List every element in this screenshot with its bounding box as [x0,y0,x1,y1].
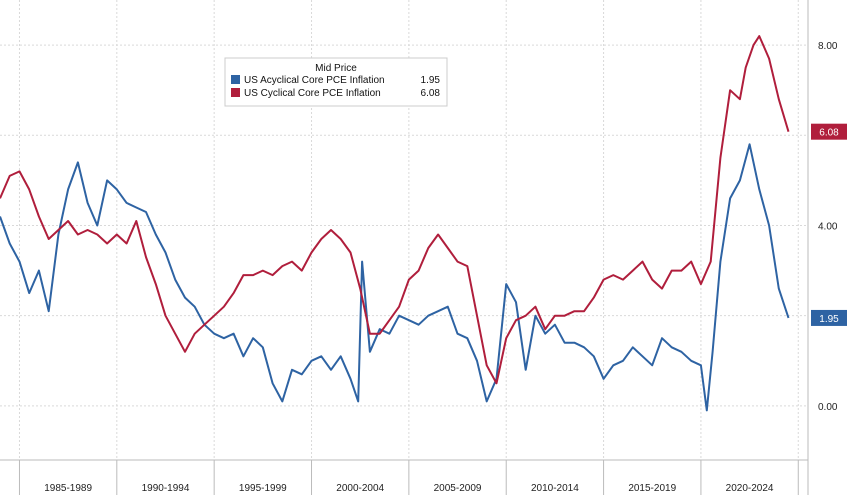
x-period-label: 2010-2014 [531,483,579,494]
badge-value: 1.95 [819,314,839,325]
x-period-label: 2015-2019 [628,483,676,494]
series-line-cyclical [0,35,790,385]
last-value-badge: 6.08 [811,123,847,140]
x-period-label: 1995-1999 [239,483,287,494]
series-layer [0,35,790,412]
x-period-label: 1985-1989 [44,483,92,494]
badge-bg [811,309,847,326]
y-tick-label: 0.00 [818,402,838,413]
last-value-badge: 1.95 [811,309,847,326]
series-line-acyclical [0,143,790,412]
legend-entry-value: 1.95 [421,75,441,86]
x-period-label: 2005-2009 [434,483,482,494]
y-tick-label: 4.00 [818,221,838,232]
x-period-label: 1990-1994 [142,483,190,494]
badge-bg [811,123,847,140]
badge-value: 6.08 [819,128,839,139]
legend-entry-name: US Acyclical Core PCE Inflation [244,75,385,86]
legend-entry-name: US Cyclical Core PCE Inflation [244,88,381,99]
legend-box [224,57,448,107]
x-period-label: 2020-2024 [726,483,774,494]
legend-title: Mid Price [315,63,357,74]
legend-swatch [231,88,240,97]
y-tick-label: 8.00 [818,41,838,52]
x-period-label: 2000-2004 [336,483,384,494]
legend-swatch [231,75,240,84]
legend-entry-value: 6.08 [421,88,441,99]
